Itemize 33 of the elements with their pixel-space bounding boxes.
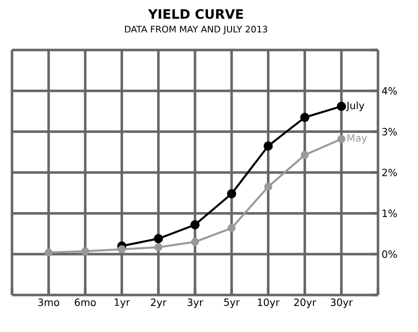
point [228,224,236,232]
y-tick-label: 4% [382,87,397,95]
point [190,220,200,230]
point [44,248,53,257]
x-tick-label: 30yr [330,298,353,308]
point [264,182,272,191]
point [300,150,309,159]
point [191,238,199,246]
x-tick-label: 3yr [188,298,204,308]
y-tick-label: 3% [382,128,397,136]
x-tick-label: 5yr [224,298,240,308]
x-tick-label: 10yr [258,298,280,308]
x-tick-label: 1yr [114,298,130,308]
point [81,247,90,256]
point [227,189,236,198]
point [337,135,346,144]
y-tick-label: 1% [382,210,397,218]
point [154,243,162,252]
point [264,141,273,151]
point [118,245,126,254]
chart-title: YIELD CURVE [148,9,243,19]
y-tick-label: 2% [382,168,397,176]
point [300,112,310,122]
point [336,102,346,111]
point [154,234,163,244]
x-tick-label: 6mo [74,298,96,306]
chart-subtitle: DATA FROM MAY AND JULY 2013 [124,26,268,34]
series-label: May [348,134,367,144]
x-tick-label: 2yr [150,298,167,308]
series-label: July [346,102,364,112]
x-tick-label: 3mo [38,298,60,306]
x-tick-label: 20yr [294,298,316,308]
y-tick-label: 0% [382,250,397,258]
